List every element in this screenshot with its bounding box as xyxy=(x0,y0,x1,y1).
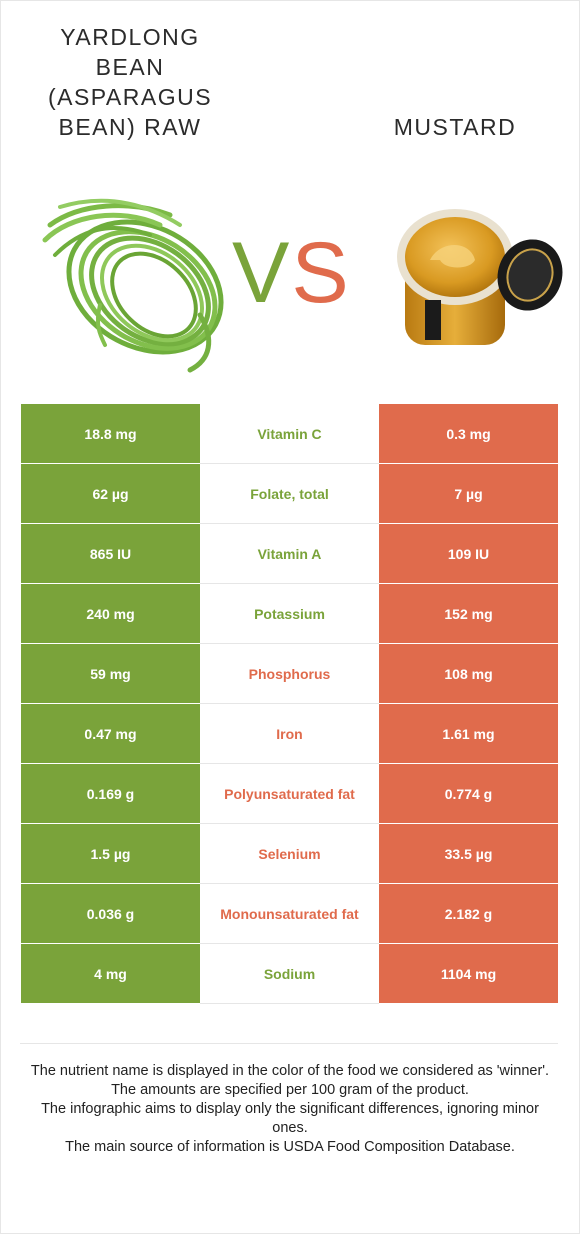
left-title-line: YARDLONG xyxy=(60,24,200,50)
left-value: 59 mg xyxy=(21,644,200,704)
left-value: 1.5 µg xyxy=(21,824,200,884)
nutrient-name: Polyunsaturated fat xyxy=(200,764,379,824)
table-row: 0.47 mg Iron 1.61 mg xyxy=(21,704,558,764)
right-value: 0.3 mg xyxy=(379,404,558,464)
table-row: 62 µg Folate, total 7 µg xyxy=(21,464,558,524)
footer-notes: The nutrient name is displayed in the co… xyxy=(30,1062,550,1157)
right-value: 1104 mg xyxy=(379,944,558,1004)
footer-note: The nutrient name is displayed in the co… xyxy=(30,1063,550,1079)
nutrient-name: Phosphorus xyxy=(200,644,379,704)
mustard-jar-image xyxy=(385,205,565,355)
left-title-line: (ASPARAGUS xyxy=(47,84,213,110)
yardlong-bean-image xyxy=(40,195,240,375)
left-food-title: YARDLONG BEAN (ASPARAGUS BEAN) RAW xyxy=(20,22,240,142)
nutrient-name: Potassium xyxy=(200,584,379,644)
nutrient-name: Selenium xyxy=(200,824,379,884)
table-row: 1.5 µg Selenium 33.5 µg xyxy=(21,824,558,884)
right-value: 1.61 mg xyxy=(379,704,558,764)
table-row: 4 mg Sodium 1104 mg xyxy=(21,944,558,1004)
footer-note: The infographic aims to display only the… xyxy=(41,1101,539,1136)
nutrient-name: Sodium xyxy=(200,944,379,1004)
table-row: 18.8 mg Vitamin C 0.3 mg xyxy=(21,404,558,464)
left-value: 0.169 g xyxy=(21,764,200,824)
table-row: 59 mg Phosphorus 108 mg xyxy=(21,644,558,704)
table-row: 0.169 g Polyunsaturated fat 0.774 g xyxy=(21,764,558,824)
table-row: 0.036 g Monounsaturated fat 2.182 g xyxy=(21,884,558,944)
left-title-line: BEAN) RAW xyxy=(58,114,202,140)
footer-note: The amounts are specified per 100 gram o… xyxy=(111,1082,469,1098)
right-value: 109 IU xyxy=(379,524,558,584)
right-value: 7 µg xyxy=(379,464,558,524)
footer-note: The main source of information is USDA F… xyxy=(65,1139,515,1155)
right-food-title: MUSTARD xyxy=(393,114,517,140)
nutrient-name: Vitamin C xyxy=(200,404,379,464)
left-title-line: BEAN xyxy=(95,54,165,80)
divider xyxy=(20,1043,558,1044)
right-value: 108 mg xyxy=(379,644,558,704)
table-row: 865 IU Vitamin A 109 IU xyxy=(21,524,558,584)
left-value: 4 mg xyxy=(21,944,200,1004)
nutrient-name: Folate, total xyxy=(200,464,379,524)
right-value: 0.774 g xyxy=(379,764,558,824)
comparison-table: 18.8 mg Vitamin C 0.3 mg 62 µg Folate, total… xyxy=(21,404,558,1004)
right-value: 2.182 g xyxy=(379,884,558,944)
nutrient-name: Iron xyxy=(200,704,379,764)
left-value: 0.036 g xyxy=(21,884,200,944)
nutrient-name: Monounsaturated fat xyxy=(200,884,379,944)
left-value: 865 IU xyxy=(21,524,200,584)
table-row: 240 mg Potassium 152 mg xyxy=(21,584,558,644)
nutrient-name: Vitamin A xyxy=(200,524,379,584)
vs-v: V xyxy=(232,225,292,321)
left-value: 240 mg xyxy=(21,584,200,644)
left-value: 18.8 mg xyxy=(21,404,200,464)
right-value: 33.5 µg xyxy=(379,824,558,884)
left-value: 0.47 mg xyxy=(21,704,200,764)
left-value: 62 µg xyxy=(21,464,200,524)
vs-s: S xyxy=(291,225,351,321)
right-value: 152 mg xyxy=(379,584,558,644)
vs-label: VS xyxy=(232,228,351,318)
